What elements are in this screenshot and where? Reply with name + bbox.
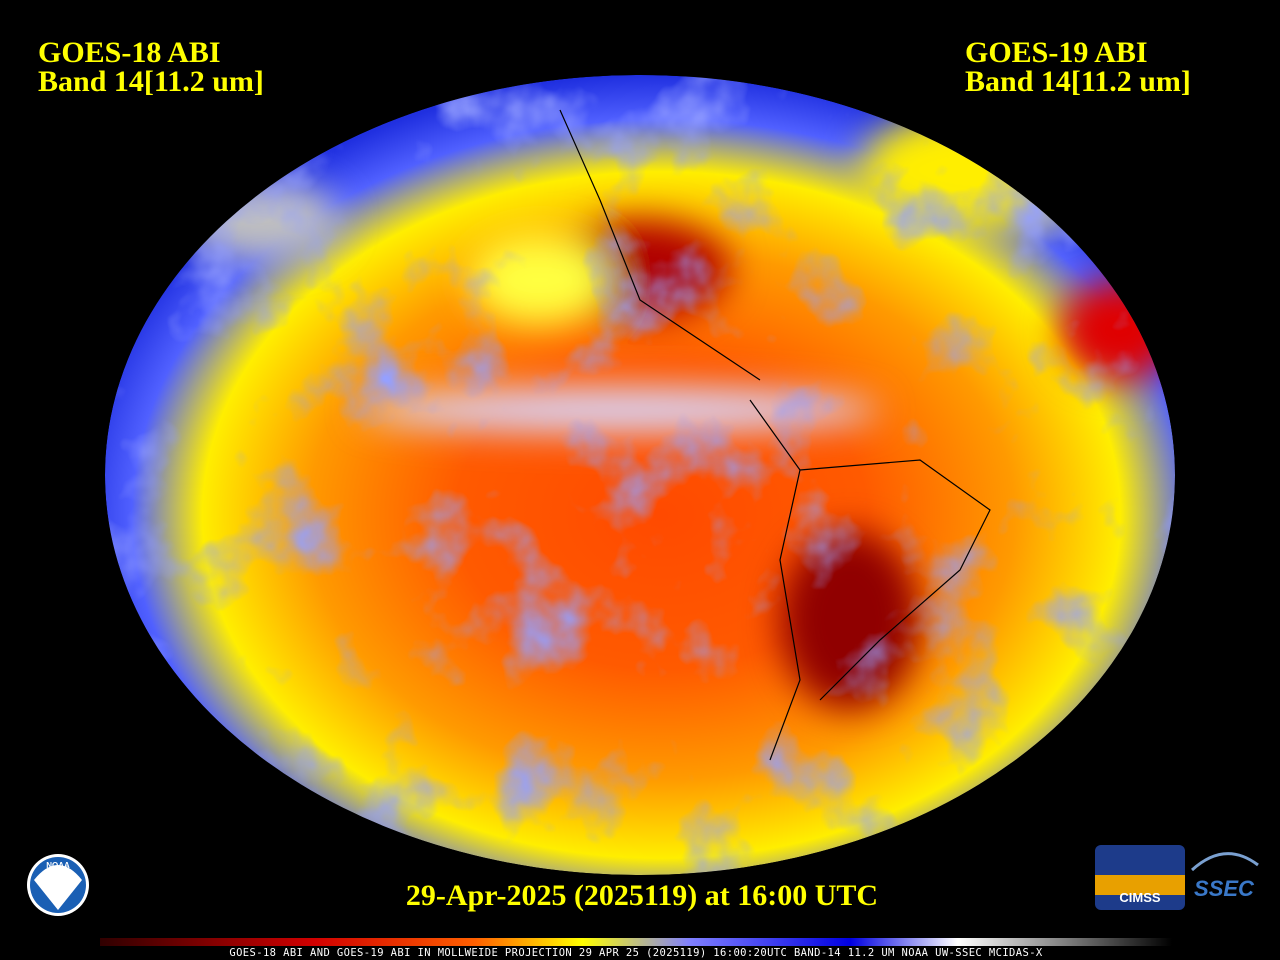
- left-satellite: GOES-18 ABI: [38, 36, 221, 69]
- cimss-stripe: [1095, 875, 1185, 895]
- cloud-texture: [105, 75, 1175, 875]
- timestamp: 29-Apr-2025 (2025119) at 16:00 UTC: [406, 879, 878, 912]
- right-satellite: GOES-19 ABI: [965, 36, 1148, 69]
- footer-caption: GOES-18 ABI AND GOES-19 ABI IN MOLLWEIDE…: [229, 947, 1043, 959]
- ssec-logo: SSEC: [1190, 852, 1259, 901]
- ssec-text: SSEC: [1194, 876, 1255, 901]
- cimss-logo: CIMSS: [1095, 845, 1185, 910]
- color-bar: [100, 938, 1172, 946]
- cimss-text: CIMSS: [1119, 890, 1161, 905]
- right-band: Band 14[11.2 um]: [965, 65, 1191, 98]
- noaa-logo: NOAA: [27, 854, 89, 916]
- coastline: [559, 109, 991, 761]
- left-band: Band 14[11.2 um]: [38, 65, 264, 98]
- noaa-bird: [34, 865, 82, 910]
- globe: [105, 75, 1175, 875]
- ssec-arc: [1190, 852, 1259, 872]
- noaa-text: NOAA: [46, 861, 70, 870]
